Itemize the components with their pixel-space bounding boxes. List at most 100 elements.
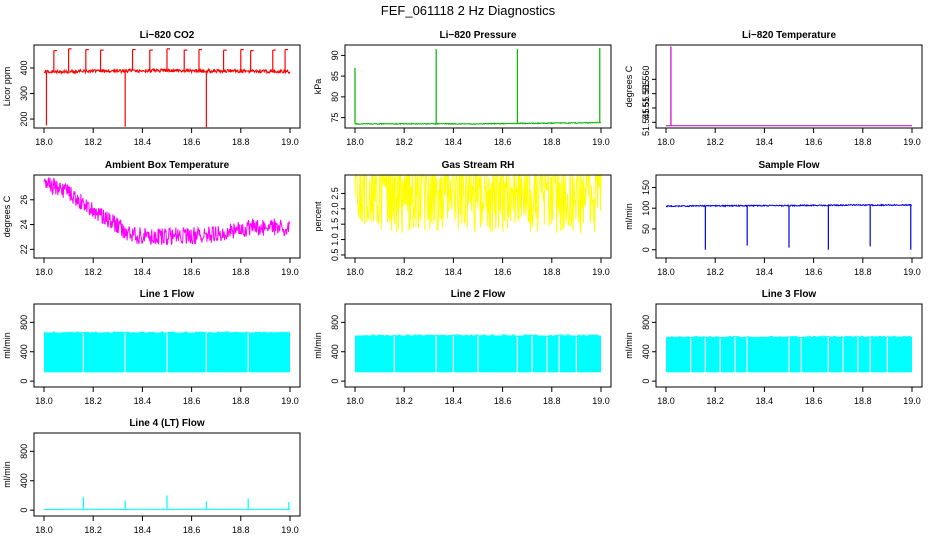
chart-title: Line 3 Flow <box>762 289 817 300</box>
chart-title: Line 2 Flow <box>451 289 506 300</box>
y-axis-label: degrees C <box>624 65 634 107</box>
chart-panel-7: Line 1 Flow ml/min 0 400 800 18.0 18.2 18.4 18.6… <box>2 289 301 406</box>
series-line <box>354 121 602 126</box>
series-data <box>354 333 602 374</box>
plot-frame <box>33 174 301 259</box>
plot-frame <box>655 174 923 259</box>
y-axis-label: Licor ppm <box>2 67 12 107</box>
series-data <box>666 203 913 250</box>
x-tick-label: 18.6 <box>805 267 823 277</box>
y-tick-label: 51.545 <box>641 109 651 137</box>
y-axis-label: degrees C <box>2 195 12 237</box>
series-data <box>43 331 291 374</box>
x-tick-label: 18.0 <box>346 137 364 147</box>
chart-title: Li−820 Temperature <box>742 30 836 41</box>
y-axis-label: percent <box>313 201 323 232</box>
y-axis-label: ml/min <box>2 461 12 488</box>
y-tick-label: 100 <box>641 201 651 216</box>
x-tick-label: 18.6 <box>494 396 512 406</box>
x-tick-label: 18.6 <box>494 267 512 277</box>
y-tick-label: 22 <box>19 244 29 254</box>
series-line <box>43 67 291 76</box>
x-tick-label: 19.0 <box>903 137 921 147</box>
x-tick-label: 19.0 <box>281 267 299 277</box>
plot-frame <box>33 303 301 388</box>
chart-panel-9: Line 3 Flow ml/min 0 400 800 18.0 18.2 18.4 18.6… <box>624 289 923 406</box>
series-line <box>43 176 291 246</box>
y-axis-label: kPa <box>313 79 323 95</box>
x-tick-label: 18.2 <box>706 137 724 147</box>
chart-panel-5: Gas Stream RH percent 0.5 1.0 1.5 2.0 2.5 18.0 1… <box>313 160 612 277</box>
chart-title: Gas Stream RH <box>442 160 515 171</box>
y-tick-label: 300 <box>19 86 29 101</box>
chart-title: Li−820 Pressure <box>440 30 517 41</box>
x-tick-label: 18.0 <box>657 137 675 147</box>
x-tick-label: 18.0 <box>657 396 675 406</box>
x-tick-label: 18.6 <box>494 137 512 147</box>
x-tick-label: 18.8 <box>232 525 250 535</box>
y-tick-label: 1.5 <box>330 218 340 231</box>
x-tick-label: 18.4 <box>134 267 152 277</box>
chart-panel-6: Sample Flow ml/min 0 50 100 150 18.0 18.2 18.4 18… <box>624 160 923 277</box>
y-tick-label: 51.560 <box>641 66 651 94</box>
y-tick-label: 800 <box>19 315 29 330</box>
x-tick-label: 18.0 <box>35 137 53 147</box>
y-tick-label: 400 <box>19 473 29 488</box>
x-tick-label: 19.0 <box>903 267 921 277</box>
plot-frame <box>33 44 301 129</box>
y-tick-label: 50 <box>641 224 651 234</box>
chart-panel-10: Line 4 (LT) Flow ml/min 0 400 800 18.0 18.2 18.… <box>2 418 301 535</box>
y-tick-label: 400 <box>330 344 340 359</box>
x-tick-label: 18.4 <box>445 267 463 277</box>
y-tick-label: 51.555 <box>641 80 651 108</box>
x-tick-label: 18.6 <box>805 396 823 406</box>
x-tick-label: 19.0 <box>903 396 921 406</box>
x-tick-label: 18.4 <box>445 137 463 147</box>
x-tick-label: 18.4 <box>445 396 463 406</box>
x-tick-label: 18.6 <box>183 267 201 277</box>
series-data <box>354 173 602 234</box>
x-tick-label: 18.8 <box>854 396 872 406</box>
series-line <box>354 173 602 234</box>
flow-band-edge <box>43 331 291 335</box>
x-tick-label: 18.6 <box>183 137 201 147</box>
y-tick-label: 26 <box>19 195 29 205</box>
y-tick-label: 800 <box>641 315 651 330</box>
chart-title: Sample Flow <box>758 160 819 171</box>
x-tick-label: 18.6 <box>183 525 201 535</box>
x-tick-label: 19.0 <box>281 525 299 535</box>
x-tick-label: 18.2 <box>395 396 413 406</box>
y-tick-label: 400 <box>19 344 29 359</box>
chart-title: Line 1 Flow <box>140 289 195 300</box>
plot-frame <box>344 44 612 129</box>
plot-frame <box>655 303 923 388</box>
x-tick-label: 18.8 <box>232 137 250 147</box>
flow-band-edge <box>354 333 602 338</box>
y-axis-label: ml/min <box>2 332 12 359</box>
x-tick-label: 18.2 <box>84 137 102 147</box>
y-tick-label: 51.55 <box>641 97 651 120</box>
x-tick-label: 18.8 <box>543 137 561 147</box>
y-tick-label: 80 <box>330 92 340 102</box>
x-tick-label: 18.2 <box>84 525 102 535</box>
figure-title: FEF_061118 2 Hz Diagnostics <box>381 3 556 18</box>
x-tick-label: 18.4 <box>134 525 152 535</box>
y-tick-label: 0.5 <box>330 249 340 262</box>
x-tick-label: 18.2 <box>395 137 413 147</box>
x-tick-label: 18.6 <box>805 137 823 147</box>
y-tick-label: 800 <box>330 315 340 330</box>
chart-title: Line 4 (LT) Flow <box>129 418 205 429</box>
x-tick-label: 18.8 <box>543 267 561 277</box>
y-tick-label: 0 <box>19 379 29 384</box>
plot-frame <box>344 303 612 388</box>
y-tick-label: 1.0 <box>330 233 340 246</box>
x-tick-label: 18.0 <box>35 525 53 535</box>
x-tick-label: 18.4 <box>756 137 774 147</box>
x-tick-label: 18.2 <box>84 267 102 277</box>
y-tick-label: 0 <box>641 379 651 384</box>
y-tick-label: 200 <box>19 112 29 127</box>
x-tick-label: 18.2 <box>706 396 724 406</box>
series-data <box>666 46 912 127</box>
y-tick-label: 2.5 <box>330 187 340 200</box>
